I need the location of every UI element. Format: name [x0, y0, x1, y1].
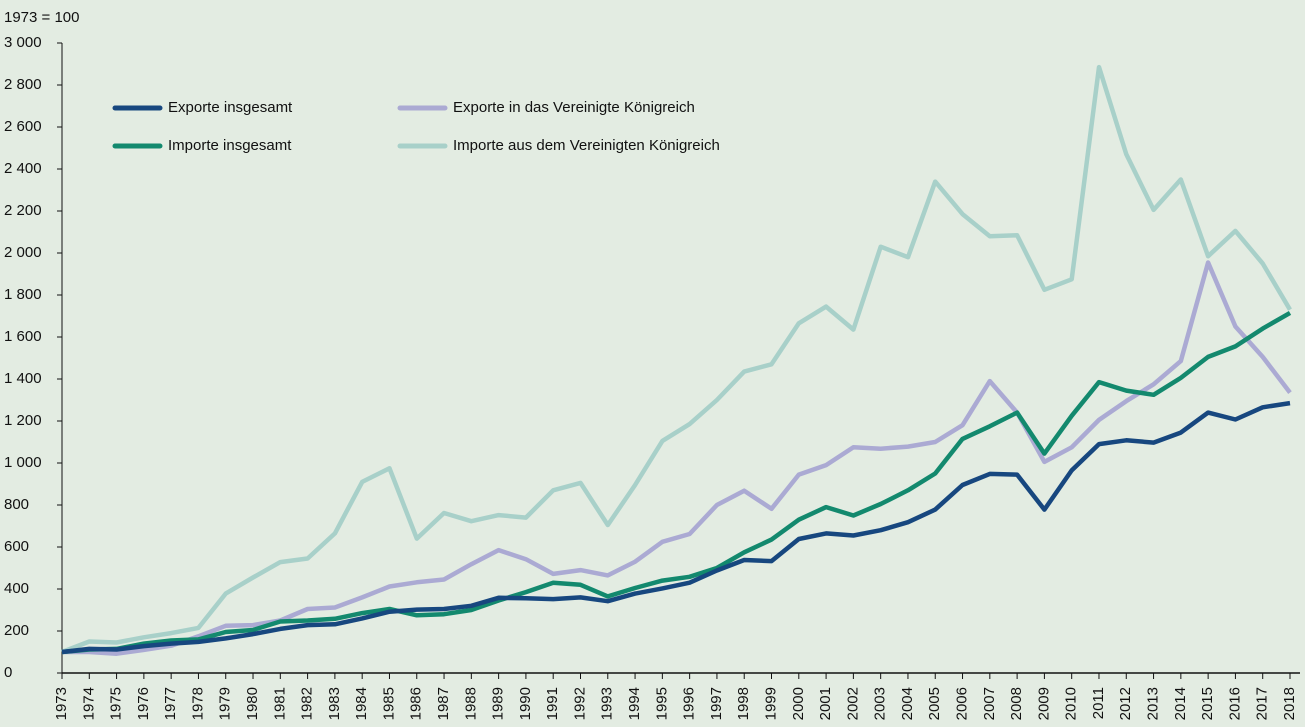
x-tick-label: 1991 [544, 687, 561, 720]
legend-label: Importe aus dem Vereinigten Königreich [453, 137, 720, 154]
series-line [61, 400, 1291, 655]
legend-box [100, 88, 820, 166]
x-tick-label: 2015 [1199, 687, 1216, 720]
x-tick-label: 1984 [353, 687, 370, 720]
x-tick-label: 1997 [708, 687, 725, 720]
x-tick-label: 2008 [1008, 687, 1025, 720]
x-tick-label: 2012 [1117, 687, 1134, 720]
x-tick-label: 1974 [80, 687, 97, 720]
x-tick-label: 2006 [954, 687, 971, 720]
x-tick-label: 1983 [326, 687, 343, 720]
x-tick-label: 2013 [1145, 687, 1162, 720]
x-tick-label: 1993 [599, 687, 616, 720]
x-tick-label: 2007 [981, 687, 998, 720]
x-tick-label: 1986 [408, 687, 425, 720]
y-tick-label: 200 [4, 622, 29, 639]
x-tick-label: 1985 [380, 687, 397, 720]
series-line [62, 260, 1292, 656]
y-tick-label: 2 000 [4, 244, 42, 261]
x-tick-label: 1989 [490, 687, 507, 720]
x-tick-label: 1996 [681, 687, 698, 720]
x-tick-label: 1994 [626, 687, 643, 720]
y-tick-label: 1 000 [4, 454, 42, 471]
x-tick-label: 1978 [189, 687, 206, 720]
x-tick-label: 1982 [299, 687, 316, 720]
x-tick-label: 1999 [762, 687, 779, 720]
y-tick-label: 800 [4, 496, 29, 513]
x-tick-label: 2014 [1172, 687, 1189, 720]
y-tick-label: 1 600 [4, 328, 42, 345]
x-tick-label: 1979 [217, 687, 234, 720]
y-tick-label: 2 400 [4, 160, 42, 177]
x-tick-label: 1973 [53, 687, 70, 720]
x-tick-label: 1990 [517, 687, 534, 720]
legend-label: Exporte insgesamt [168, 99, 293, 116]
y-tick-label: 400 [4, 580, 29, 597]
legend-label: Exporte in das Vereinigte Königreich [453, 99, 695, 116]
x-tick-label: 1977 [162, 687, 179, 720]
x-tick-label: 1975 [108, 687, 125, 720]
x-tick-label: 1995 [653, 687, 670, 720]
x-tick-label: 1987 [435, 687, 452, 720]
x-tick-label: 2005 [926, 687, 943, 720]
x-tick-label: 2004 [899, 687, 916, 720]
x-tick-label: 2000 [790, 687, 807, 720]
y-tick-label: 1 200 [4, 412, 42, 429]
x-tick-label: 2001 [817, 687, 834, 720]
series-line [61, 64, 1292, 655]
y-tick-label: 600 [4, 538, 29, 555]
y-tick-label: 2 600 [4, 118, 42, 135]
x-tick-label: 1980 [244, 687, 261, 720]
x-tick-label: 2009 [1035, 687, 1052, 720]
y-tick-label: 2 800 [4, 76, 42, 93]
x-tick-label: 1988 [462, 687, 479, 720]
x-tick-label: 2003 [872, 687, 889, 720]
y-tick-label: 3 000 [4, 34, 42, 51]
x-tick-label: 2017 [1254, 687, 1271, 720]
y-tick-label: 1 800 [4, 286, 42, 303]
y-tick-label: 1 400 [4, 370, 42, 387]
x-tick-label: 2018 [1281, 687, 1298, 720]
x-tick-label: 2011 [1090, 687, 1107, 719]
x-tick-label: 1976 [135, 687, 152, 720]
x-tick-label: 2016 [1226, 687, 1243, 720]
y-tick-label: 2 200 [4, 202, 42, 219]
x-tick-label: 1992 [571, 687, 588, 720]
legend-label: Importe insgesamt [168, 137, 292, 154]
x-tick-label: 1998 [735, 687, 752, 720]
y-axis-label: 1973 = 100 [4, 9, 80, 26]
x-tick-label: 1981 [271, 687, 288, 720]
x-tick-label: 2010 [1063, 687, 1080, 720]
series-line [61, 310, 1292, 655]
x-tick-label: 2002 [844, 687, 861, 720]
y-tick-label: 0 [4, 664, 12, 681]
